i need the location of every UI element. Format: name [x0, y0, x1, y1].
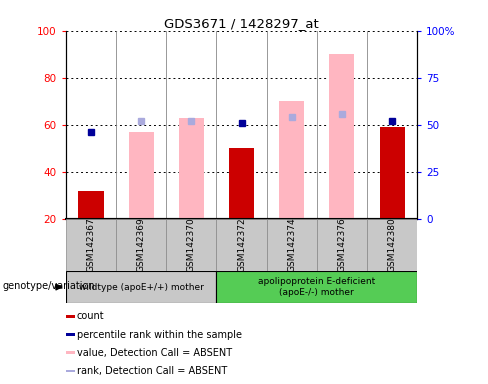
- Text: wildtype (apoE+/+) mother: wildtype (apoE+/+) mother: [79, 283, 203, 291]
- Text: count: count: [77, 311, 104, 321]
- Text: GSM142374: GSM142374: [287, 217, 296, 272]
- Bar: [166, 219, 217, 271]
- Text: rank, Detection Call = ABSENT: rank, Detection Call = ABSENT: [77, 366, 227, 376]
- Text: GSM142369: GSM142369: [137, 217, 146, 272]
- Text: apolipoprotein E-deficient
(apoE-/-) mother: apolipoprotein E-deficient (apoE-/-) mot…: [258, 277, 375, 297]
- Bar: [66, 219, 116, 271]
- Text: value, Detection Call = ABSENT: value, Detection Call = ABSENT: [77, 348, 232, 358]
- Bar: [129, 132, 154, 219]
- Bar: [317, 219, 367, 271]
- Bar: [217, 271, 417, 303]
- Bar: [217, 219, 266, 271]
- Bar: [66, 315, 75, 318]
- Bar: [79, 191, 103, 219]
- Bar: [116, 219, 166, 271]
- Text: GSM142376: GSM142376: [337, 217, 346, 272]
- Text: genotype/variation: genotype/variation: [2, 281, 95, 291]
- Bar: [279, 101, 305, 219]
- Bar: [329, 54, 354, 219]
- Bar: [367, 219, 417, 271]
- Bar: [229, 148, 254, 219]
- Bar: [66, 351, 75, 354]
- Text: GSM142380: GSM142380: [387, 217, 397, 272]
- Text: GSM142370: GSM142370: [187, 217, 196, 272]
- Bar: [66, 271, 217, 303]
- Bar: [266, 219, 317, 271]
- Bar: [66, 369, 75, 372]
- Bar: [380, 127, 405, 219]
- Bar: [66, 333, 75, 336]
- Text: percentile rank within the sample: percentile rank within the sample: [77, 329, 242, 339]
- Text: GSM142367: GSM142367: [86, 217, 96, 272]
- Text: GSM142372: GSM142372: [237, 217, 246, 272]
- Title: GDS3671 / 1428297_at: GDS3671 / 1428297_at: [164, 17, 319, 30]
- Bar: [179, 118, 204, 219]
